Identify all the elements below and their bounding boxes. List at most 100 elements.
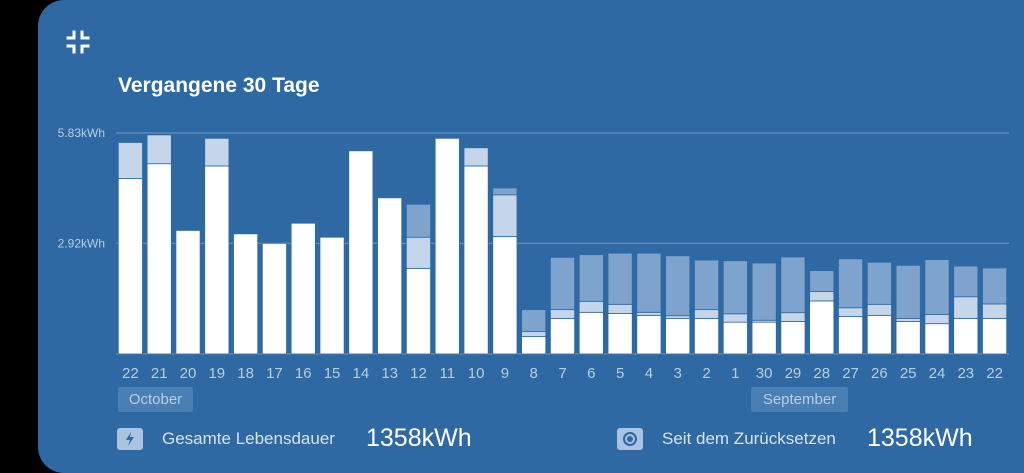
x-tick-label: 5 (616, 365, 624, 382)
x-tick-label: 23 (957, 365, 974, 382)
bar-segment (377, 197, 403, 355)
y-tick-label: 5.83kWh (58, 126, 105, 140)
bar-segment (982, 317, 1008, 355)
x-tick-label: 10 (468, 365, 485, 382)
bar-segment (521, 331, 547, 337)
bar-segment (117, 142, 143, 179)
chart-title: Vergangene 30 Tage (118, 74, 320, 97)
x-tick-label: 18 (237, 365, 254, 382)
bar-segment (636, 252, 662, 313)
bar-segment (953, 265, 979, 298)
bar-segment (636, 311, 662, 316)
x-tick-label: 8 (530, 365, 538, 382)
x-tick-label: 28 (813, 365, 830, 382)
bar-segment (838, 316, 864, 355)
bar-segment (665, 317, 691, 355)
bar-segment (117, 178, 143, 355)
bar-segment (521, 309, 547, 333)
bar-segment (521, 336, 547, 355)
x-tick-label: 27 (842, 365, 859, 382)
bar-segment (434, 137, 460, 355)
bar-segment (722, 260, 748, 315)
since-reset-label: Seit dem Zurücksetzen (662, 429, 836, 448)
bar-segment (550, 317, 575, 355)
bar-segment (780, 256, 806, 314)
x-tick-label: 6 (587, 365, 595, 382)
x-tick-label: 12 (410, 365, 427, 382)
bar-segment (492, 187, 518, 196)
bar-segment (636, 314, 662, 355)
bar-segment (492, 194, 518, 237)
bar-segment (780, 312, 806, 322)
x-tick-label: 9 (501, 365, 509, 382)
bar-segment (982, 303, 1008, 319)
x-tick-label: 25 (900, 365, 917, 382)
bar-segment (982, 267, 1008, 305)
bar-segment (405, 203, 431, 238)
bar-segment (866, 303, 892, 316)
x-tick-label: 4 (645, 365, 653, 382)
bar-segment (809, 270, 835, 292)
bar-segment (694, 309, 720, 319)
bar-segment (348, 150, 374, 355)
lifetime-label: Gesamte Lebensdauer (162, 429, 335, 448)
bar-segment (895, 317, 921, 322)
x-tick-label: 14 (353, 365, 370, 382)
bar-segment (866, 261, 892, 305)
bar-segment (290, 222, 316, 355)
bar-segment (204, 137, 230, 167)
bar-segment (463, 165, 489, 355)
x-tick-label: 13 (381, 365, 398, 382)
bar-segment (924, 259, 950, 315)
month-chip-september: September (751, 387, 848, 412)
x-tick-label: 20 (180, 365, 197, 382)
month-chip-october: October (118, 387, 193, 412)
bar-segment (578, 300, 604, 313)
bar-segment (838, 307, 864, 317)
since-reset-value: 1358kWh (867, 424, 973, 452)
energy-card (38, 0, 1024, 473)
bar-segment (146, 134, 172, 165)
bar-segment (924, 314, 950, 325)
lightning-bolt-icon (117, 428, 143, 450)
bar-segment (838, 258, 864, 309)
bar-segment (866, 314, 892, 355)
bar-segment (895, 320, 921, 355)
bar-segment (607, 252, 633, 305)
bar-segment (578, 254, 604, 302)
collapse-arrows-icon[interactable] (66, 30, 90, 54)
bar-segment (607, 303, 633, 314)
x-tick-label: 29 (785, 365, 802, 382)
reset-target-icon (617, 428, 643, 450)
bar-segment (895, 264, 921, 319)
lifetime-value: 1358kWh (366, 424, 472, 452)
x-tick-label: 22 (122, 365, 139, 382)
bar-segment (607, 313, 633, 355)
x-tick-label: 17 (266, 365, 283, 382)
bar-segment (809, 300, 835, 355)
x-tick-label: 26 (871, 365, 888, 382)
bar-segment (780, 320, 806, 355)
bar-segment (722, 313, 748, 323)
bar-segment (694, 259, 720, 311)
bar-segment (146, 163, 172, 355)
bar-segment (233, 233, 259, 355)
bar-segment (550, 256, 575, 311)
bar-segment (953, 317, 979, 355)
y-tick-label: 2.92kWh (58, 236, 105, 250)
x-tick-label: 16 (295, 365, 312, 382)
x-tick-label: 1 (731, 365, 739, 382)
x-tick-label: 24 (929, 365, 946, 382)
bar-segment (953, 296, 979, 319)
bar-segment (405, 267, 431, 355)
bar-segment (463, 147, 489, 167)
x-tick-label: 2 (702, 365, 710, 382)
x-tick-label: 3 (674, 365, 682, 382)
bar-segment (405, 236, 431, 269)
bar-segment (809, 291, 835, 302)
bar-segment (924, 323, 950, 355)
bar-segment (578, 311, 604, 355)
bar-segment (175, 230, 201, 355)
bar-segment (751, 321, 777, 355)
